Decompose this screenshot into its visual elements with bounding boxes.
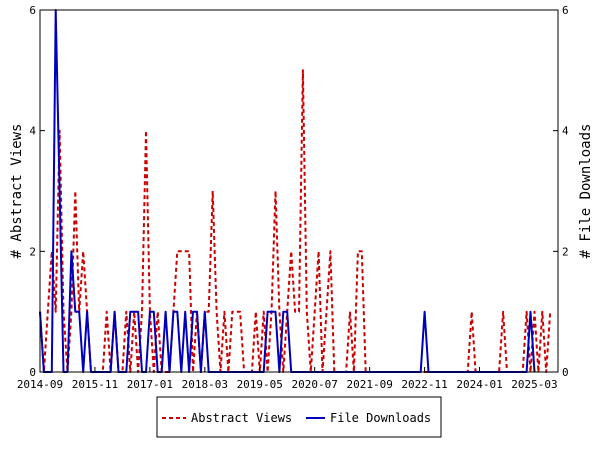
x-tick-label: 2018-03 [182,378,228,391]
series-line-file-downloads [39,9,536,373]
y-axis-title-right: # File Downloads [578,124,594,259]
x-tick-label: 2015-11 [72,378,118,391]
y-tick-label-left: 0 [29,366,36,379]
y-tick-label-right: 2 [562,245,569,258]
x-tick-label: 2017-01 [127,378,173,391]
x-tick-label: 2022-11 [401,378,447,391]
ticks-layer: 2014-09 2015-11 2017-01 2018-03 2019-05 2020-… [17,4,569,391]
y-tick-label-left: 2 [29,245,36,258]
y-tick-label-right: 4 [562,125,569,138]
legend-label-abstract-views: Abstract Views [191,411,292,425]
plot-area-frame [39,9,559,373]
x-tick-label: 2021-09 [346,378,392,391]
x-tick-label: 2020-07 [292,378,338,391]
y-tick-label-left: 4 [29,125,36,138]
legend-label-file-downloads: File Downloads [330,411,431,425]
series-line-abstract-views [39,69,552,373]
y-tick-label-left: 6 [29,4,36,17]
x-tick-label: 2014-09 [17,378,63,391]
y-tick-label-right: 0 [562,366,569,379]
x-tick-label: 2025-03 [511,378,557,391]
legend-box [156,396,442,438]
x-tick-label: 2024-01 [456,378,502,391]
y-tick-label-right: 6 [562,4,569,17]
y-axis-title-left: # Abstract Views [9,124,25,259]
series-layer [39,9,552,373]
legend: Abstract Views File Downloads [156,396,442,438]
x-tick-label: 2019-05 [237,378,283,391]
